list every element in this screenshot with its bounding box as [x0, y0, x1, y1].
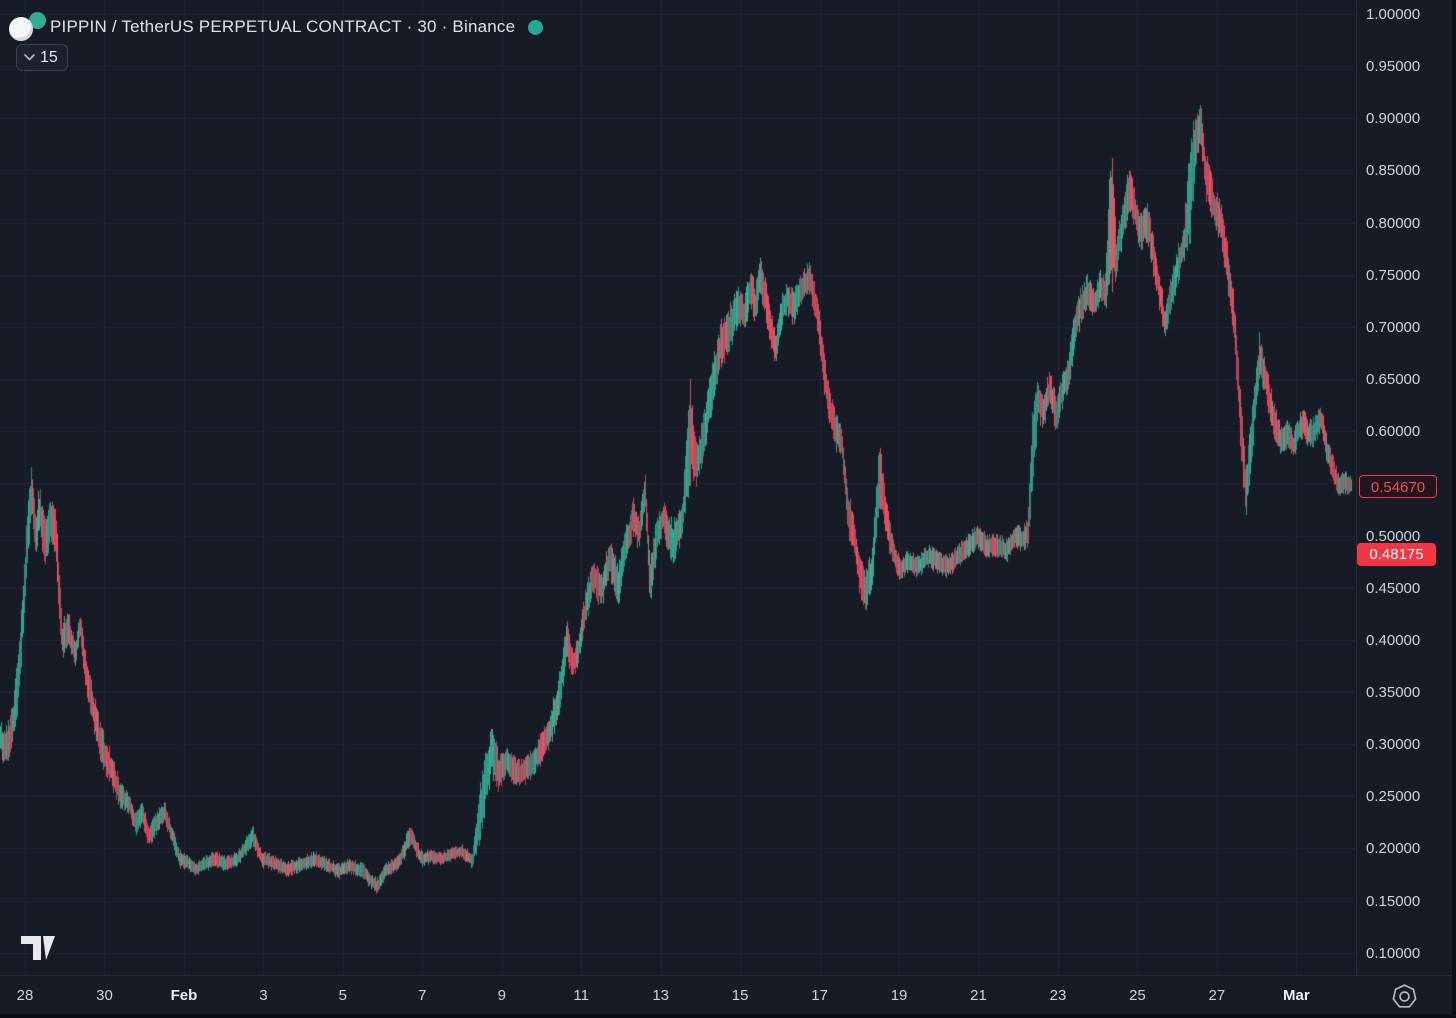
time-tick-label: Feb — [170, 987, 198, 1004]
marked-price-label: 0.48175 — [1357, 543, 1436, 566]
chevron-down-icon — [24, 54, 35, 61]
time-tick-label: 17 — [811, 987, 828, 1004]
price-tick-label: 0.15000 — [1366, 892, 1421, 910]
time-tick-label: 11 — [573, 987, 590, 1004]
price-tick-label: 0.60000 — [1366, 423, 1421, 441]
price-tick-label: 0.10000 — [1366, 944, 1421, 962]
time-tick-label: 5 — [338, 987, 347, 1004]
price-tick-label: 0.35000 — [1366, 683, 1421, 701]
time-tick-label: 9 — [497, 987, 506, 1004]
window-bottom-edge — [0, 1014, 1456, 1018]
window-right-edge — [1452, 0, 1456, 1018]
time-tick-label: 27 — [1208, 987, 1226, 1004]
symbol-title[interactable]: PIPPIN / TetherUS PERPETUAL CONTRACT · 3… — [50, 17, 516, 36]
price-axis-divider — [1356, 0, 1357, 975]
market-status-dot — [528, 19, 544, 35]
price-axis[interactable]: 1.00000 0.95000 0.90000 0.85000 0.80000 0.750… — [1356, 0, 1452, 975]
price-tick-label: 0.85000 — [1366, 162, 1421, 180]
price-tick-label: 0.70000 — [1366, 318, 1421, 336]
coin-logo — [8, 12, 46, 42]
time-tick-label: 19 — [890, 987, 908, 1004]
time-tick-label: 23 — [1049, 987, 1067, 1004]
coin-logo-front-circle — [9, 17, 33, 41]
price-tick-label: 0.65000 — [1366, 371, 1421, 389]
time-axis[interactable]: 28 30 Feb 3 5 7 9 11 13 15 17 19 21 23 25 27 Mar — [0, 975, 1452, 1014]
price-tick-label: 0.25000 — [1366, 788, 1421, 806]
price-tick-label: 0.90000 — [1366, 110, 1421, 128]
interval-chip-label: 15 — [40, 48, 58, 66]
price-tick-label: 1.00000 — [1366, 6, 1421, 23]
interval-dropdown-button[interactable]: 15 — [16, 44, 68, 71]
time-tick-label: 25 — [1129, 987, 1146, 1004]
coin-logo-back-circle — [29, 12, 46, 29]
time-tick-label: 7 — [418, 987, 427, 1004]
time-tick-label: 13 — [652, 987, 670, 1004]
last-price-label: 0.54670 — [1359, 475, 1437, 498]
time-tick-label: 3 — [259, 987, 268, 1004]
price-tick-label: 0.50000 — [1366, 527, 1421, 545]
time-tick-label: 21 — [970, 987, 987, 1004]
price-tick-label: 0.20000 — [1366, 840, 1421, 858]
time-tick-label: 15 — [731, 987, 749, 1004]
price-tick-label: 0.45000 — [1366, 579, 1421, 597]
price-tick-label: 0.30000 — [1366, 736, 1421, 754]
price-tick-label: 0.95000 — [1366, 58, 1421, 76]
price-tick-label: 0.40000 — [1366, 631, 1421, 649]
time-tick-label: Mar — [1283, 987, 1310, 1004]
time-tick-label: 30 — [96, 987, 113, 1004]
gear-settings-icon[interactable] — [1391, 983, 1418, 1010]
time-tick-label: 28 — [16, 987, 34, 1004]
price-tick-label: 0.80000 — [1366, 214, 1421, 232]
time-axis-divider — [0, 975, 1456, 976]
tradingview-logo[interactable] — [21, 936, 57, 962]
chart-legend-header: PIPPIN / TetherUS PERPETUAL CONTRACT · 3… — [8, 12, 544, 42]
price-tick-label: 0.75000 — [1366, 266, 1421, 284]
